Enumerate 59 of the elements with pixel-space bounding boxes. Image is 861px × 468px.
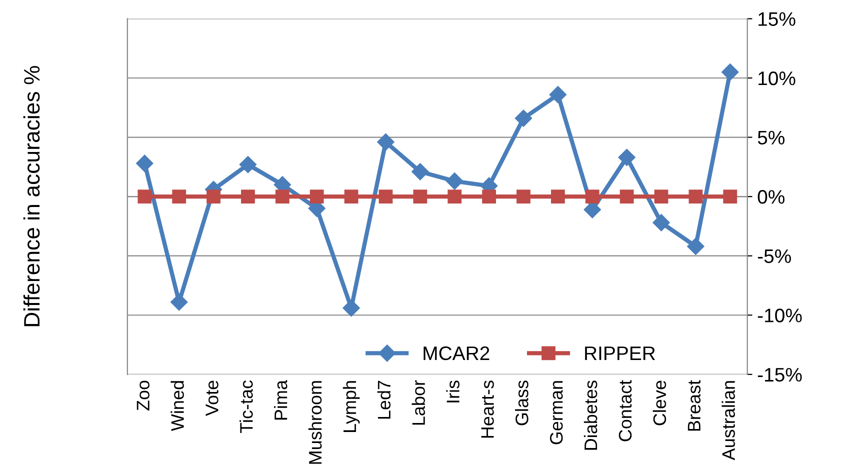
x-tick-label: Glass bbox=[515, 380, 528, 426]
point bbox=[723, 190, 738, 204]
point bbox=[550, 190, 565, 204]
point bbox=[138, 190, 152, 204]
point bbox=[170, 294, 188, 311]
point bbox=[654, 190, 668, 204]
point bbox=[275, 190, 290, 204]
point bbox=[620, 190, 634, 204]
x-tick-label: Tic-tac bbox=[240, 380, 253, 434]
point bbox=[514, 110, 532, 127]
y-tick-label: 5% bbox=[758, 130, 784, 145]
point bbox=[377, 133, 394, 151]
point bbox=[310, 190, 324, 204]
point bbox=[722, 64, 739, 81]
x-tick-label: Labor bbox=[412, 380, 426, 425]
x-tick-label: Cleve bbox=[652, 380, 666, 426]
x-tick-label: Mushroom bbox=[308, 381, 322, 464]
x-tick-label: Iris bbox=[446, 380, 460, 402]
x-tick-label: Zoo bbox=[136, 380, 150, 410]
x-tick-label: German bbox=[550, 381, 563, 444]
point bbox=[342, 299, 360, 317]
point bbox=[172, 190, 186, 204]
x-tick-label: Contact bbox=[618, 380, 632, 442]
point bbox=[136, 154, 154, 172]
point bbox=[446, 172, 464, 190]
point bbox=[239, 156, 257, 174]
x-tick-label: Led7 bbox=[377, 380, 391, 419]
x-tick-label: Breast bbox=[688, 380, 701, 431]
x-tick-label: Australian bbox=[722, 381, 735, 460]
legend-label: MCAR2 bbox=[424, 346, 490, 360]
point bbox=[206, 190, 220, 204]
point bbox=[549, 86, 566, 104]
point bbox=[516, 190, 530, 204]
point bbox=[585, 190, 600, 204]
point bbox=[413, 190, 428, 204]
point bbox=[687, 238, 704, 255]
point bbox=[344, 190, 358, 204]
x-tick-label: Pima bbox=[274, 380, 288, 420]
y-tick-label: 15% bbox=[758, 12, 796, 26]
x-tick-label: Diabetes bbox=[584, 380, 598, 450]
y-tick-label: -15% bbox=[758, 368, 802, 382]
legend-label: RIPPER bbox=[585, 346, 655, 360]
x-tick-label: Heart-s bbox=[481, 380, 494, 438]
x-tick-label: Wined bbox=[170, 381, 184, 432]
point bbox=[241, 190, 255, 204]
y-tick-label: -5% bbox=[758, 249, 791, 264]
point bbox=[448, 190, 462, 204]
y-tick-label: 10% bbox=[758, 71, 796, 86]
point bbox=[688, 190, 703, 204]
point bbox=[412, 163, 429, 180]
y-tick-label: 0% bbox=[758, 190, 784, 204]
y-axis-title: Difference in accuracies % bbox=[23, 66, 40, 326]
point bbox=[482, 190, 496, 204]
point bbox=[378, 190, 393, 204]
point bbox=[618, 148, 636, 166]
y-tick-label: -10% bbox=[758, 308, 802, 322]
point bbox=[652, 214, 670, 232]
x-tick-label: Lymph bbox=[342, 381, 360, 432]
x-tick-label: Vote bbox=[206, 380, 218, 416]
